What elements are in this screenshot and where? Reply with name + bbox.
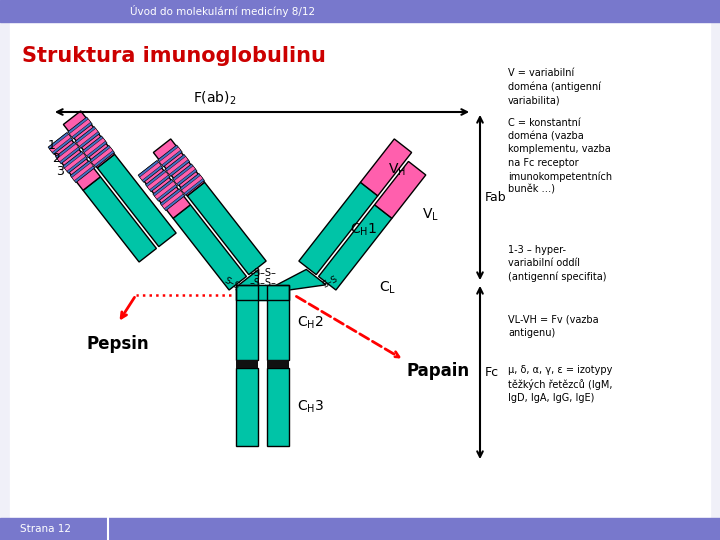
Text: C$_\mathregular{H}$1: C$_\mathregular{H}$1 [350, 222, 377, 238]
Text: C = konstantní
doména (vazba
komplementu, vazba
na Fc receptor
imunokompetentníc: C = konstantní doména (vazba komplementu… [508, 118, 612, 195]
Bar [236, 368, 258, 446]
Text: Pepsin: Pepsin [86, 335, 149, 353]
Bar [69, 119, 91, 137]
Bar [267, 368, 289, 446]
Text: Úvod do molekulární medicíny 8/12: Úvod do molekulární medicíny 8/12 [130, 5, 315, 17]
Bar [48, 132, 73, 154]
Text: μ, δ, α, γ, ε = izotypy
těžkých řetězců (IgM,
IgD, IgA, IgG, IgE): μ, δ, α, γ, ε = izotypy těžkých řetězců … [508, 365, 613, 403]
Bar [139, 161, 190, 218]
Text: V$_\mathregular{L}$: V$_\mathregular{L}$ [422, 207, 439, 224]
Bar [361, 139, 412, 196]
Bar [71, 161, 95, 183]
Text: Struktura imunoglobulinu: Struktura imunoglobulinu [22, 46, 326, 66]
Bar [165, 154, 189, 177]
Polygon shape [236, 269, 258, 290]
Bar [97, 154, 176, 247]
Bar [91, 147, 113, 165]
Bar [138, 160, 163, 183]
Bar [55, 142, 80, 164]
Bar [181, 176, 203, 193]
Bar [158, 145, 182, 167]
Bar [77, 129, 98, 146]
Bar [0, 0, 720, 22]
Bar [83, 177, 156, 262]
Bar [153, 179, 177, 201]
Bar [50, 134, 71, 152]
Text: Papain: Papain [406, 362, 469, 380]
Text: 2: 2 [52, 152, 60, 165]
Bar [161, 189, 185, 211]
Text: S–S: S–S [223, 276, 241, 292]
Bar [84, 138, 106, 156]
Text: V$_\mathregular{H}$: V$_\mathregular{H}$ [388, 161, 406, 178]
Text: V = variabilní
doména (antigenní
variabilita): V = variabilní doména (antigenní variabi… [508, 68, 601, 105]
Bar [154, 181, 176, 199]
Text: C$_\mathregular{H}$2: C$_\mathregular{H}$2 [297, 314, 324, 330]
Text: 1: 1 [48, 139, 55, 152]
Bar [0, 518, 720, 540]
Bar [267, 360, 289, 368]
Bar [236, 285, 289, 300]
Text: –S–S–: –S–S– [249, 278, 276, 288]
Text: Fc: Fc [485, 366, 499, 379]
Bar [75, 126, 99, 149]
Bar [236, 285, 289, 300]
Text: F(ab)$_2$: F(ab)$_2$ [193, 90, 237, 107]
Bar [162, 191, 183, 208]
Text: Strana 12: Strana 12 [20, 524, 71, 534]
Text: 3: 3 [55, 165, 63, 178]
Bar [63, 151, 87, 173]
Bar [167, 157, 188, 174]
Text: C$_\mathregular{H}$3: C$_\mathregular{H}$3 [297, 399, 324, 415]
Bar [64, 153, 86, 171]
Bar [63, 111, 114, 168]
Bar [173, 164, 197, 186]
Bar [68, 117, 92, 139]
Polygon shape [267, 269, 326, 290]
Bar [174, 166, 196, 184]
Text: C$_\mathregular{L}$: C$_\mathregular{L}$ [379, 279, 396, 295]
Text: 1-3 – hyper-
variabilní oddíl
(antigenní specifita): 1-3 – hyper- variabilní oddíl (antigenní… [508, 245, 606, 282]
Bar [267, 285, 289, 360]
Bar [57, 144, 78, 162]
Bar [299, 183, 378, 275]
Bar [83, 136, 107, 158]
Bar [159, 147, 181, 165]
Bar [72, 163, 93, 181]
Text: –S–S–: –S–S– [249, 268, 276, 278]
Bar [147, 172, 168, 190]
Bar [236, 360, 258, 368]
Bar [173, 205, 246, 290]
Bar [90, 145, 114, 167]
Bar [236, 285, 258, 360]
Bar [187, 183, 266, 275]
Bar [49, 133, 100, 190]
Bar [140, 163, 161, 180]
Bar [318, 205, 392, 290]
Text: S–S: S–S [320, 274, 339, 289]
Text: Fab: Fab [485, 191, 507, 204]
Bar [145, 170, 170, 192]
Bar [153, 139, 204, 196]
Text: VL-VH = Fv (vazba
antigenu): VL-VH = Fv (vazba antigenu) [508, 315, 598, 338]
Bar [374, 161, 426, 218]
Bar [180, 173, 204, 195]
